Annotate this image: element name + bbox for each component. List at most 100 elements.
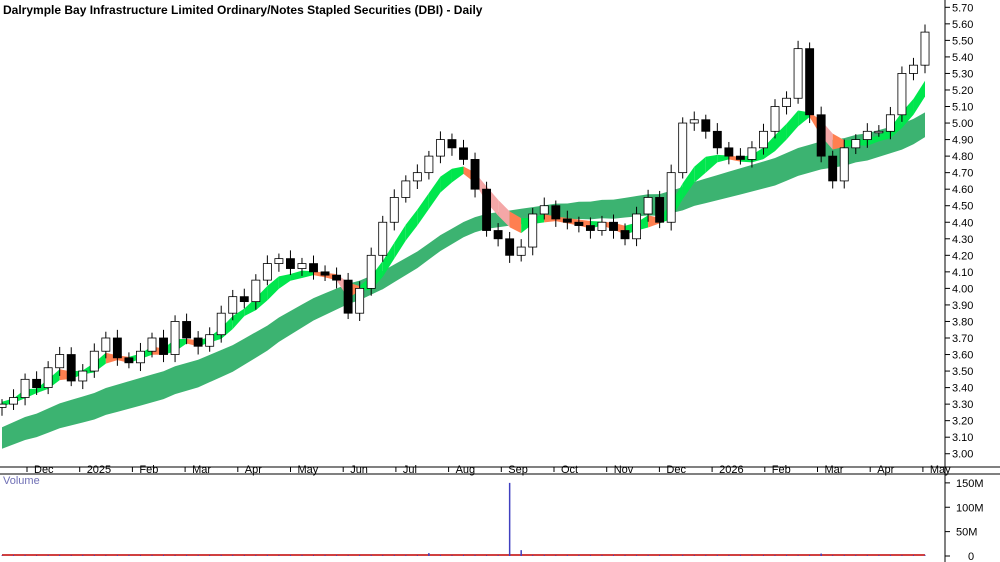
candle-body xyxy=(539,205,549,215)
candle-body xyxy=(747,147,757,160)
candle-body xyxy=(89,350,99,372)
price-candles xyxy=(0,24,930,416)
volume-axis: 150M 100M 50M 0 xyxy=(945,478,984,562)
candle-body xyxy=(528,213,538,248)
candle-body xyxy=(505,238,515,256)
short-band-segment xyxy=(832,133,845,150)
short-band-segment xyxy=(913,80,925,115)
candle-body xyxy=(32,378,42,388)
y-tick-label: 4.40 xyxy=(952,217,973,229)
y-tick-label: 5.40 xyxy=(952,52,973,64)
candle-body xyxy=(343,279,353,314)
short-band-segment xyxy=(405,209,418,241)
y-tick-label: 4.90 xyxy=(952,135,973,147)
candle-body xyxy=(828,155,838,182)
y-tick-label: 5.00 xyxy=(952,118,973,130)
short-band-segment xyxy=(682,166,695,200)
x-tick-label: Dec xyxy=(34,464,54,476)
volume-tick-label: 150M xyxy=(956,478,984,490)
candle-body xyxy=(205,334,215,347)
candle-body xyxy=(770,106,780,132)
volume-title: Volume xyxy=(3,475,40,487)
short-band-segment xyxy=(301,270,314,279)
short-band-segment xyxy=(498,199,510,228)
candle-body xyxy=(55,354,65,369)
candle-body xyxy=(262,263,272,281)
candle-body xyxy=(862,130,872,140)
y-tick-label: 3.50 xyxy=(952,366,973,378)
candle-body xyxy=(193,337,203,347)
date-axis: Dec 2025 Feb Mar Apr May Jun Jul Aug Sep Oct Nov Dec… xyxy=(26,464,951,476)
candle-body xyxy=(43,367,53,388)
candle-body xyxy=(782,97,791,107)
candle-body xyxy=(182,321,192,339)
candle-body xyxy=(735,155,745,160)
candle-body xyxy=(585,225,595,231)
candle-body xyxy=(839,147,849,182)
y-tick-label: 4.10 xyxy=(952,267,973,279)
candle-body xyxy=(20,378,30,398)
short-band-segment xyxy=(244,297,256,317)
candle-body xyxy=(805,48,815,116)
candle-body xyxy=(516,246,526,256)
candle-body xyxy=(239,296,249,303)
volume-tick-label: 50M xyxy=(956,527,977,539)
short-band-segment xyxy=(705,154,718,173)
y-tick-label: 5.30 xyxy=(952,68,973,80)
x-tick-label: Mar xyxy=(825,464,844,476)
y-tick-label: 3.10 xyxy=(952,432,973,444)
x-tick-label: Dec xyxy=(666,464,686,476)
short-band-segment xyxy=(382,242,395,277)
candle-body xyxy=(816,114,826,157)
chart-title: Dalrymple Bay Infrastructure Limited Ord… xyxy=(3,3,483,17)
x-tick-label: Mar xyxy=(192,464,211,476)
candle-body xyxy=(689,119,699,124)
candle-body xyxy=(562,218,572,223)
y-tick-label: 5.60 xyxy=(952,19,973,31)
candle-body xyxy=(724,147,734,157)
y-tick-label: 5.50 xyxy=(952,35,973,47)
candle-body xyxy=(66,354,76,382)
candle-body xyxy=(897,73,907,116)
long-band-area xyxy=(2,112,925,449)
candle-body xyxy=(320,271,330,276)
candle-body xyxy=(332,274,342,281)
short-band-segment xyxy=(440,168,452,193)
candle-body xyxy=(666,172,676,223)
candle-body xyxy=(920,31,930,66)
candle-body xyxy=(378,221,388,256)
candle-body xyxy=(159,337,168,355)
x-tick-label: Feb xyxy=(139,464,158,476)
candle-body xyxy=(285,258,295,269)
volume-tick-label: 100M xyxy=(956,502,984,514)
y-tick-label: 3.00 xyxy=(952,449,973,461)
x-tick-label: May xyxy=(930,464,951,476)
short-band-segment xyxy=(394,224,406,259)
candle-body xyxy=(366,254,376,289)
candle-body xyxy=(274,258,284,264)
y-tick-label: 4.00 xyxy=(952,283,973,295)
candle-body xyxy=(493,230,503,240)
candle-body xyxy=(655,197,665,223)
candle-body xyxy=(620,230,630,240)
candle-body xyxy=(251,279,261,303)
candle-body xyxy=(412,172,422,182)
short-band-segment xyxy=(786,110,799,140)
short-band-segment xyxy=(717,154,729,163)
y-tick-label: 3.60 xyxy=(952,350,973,362)
short-band-segment xyxy=(428,176,441,210)
candle-body xyxy=(124,357,134,364)
long-term-ma-band xyxy=(2,112,925,449)
candle-body xyxy=(712,130,722,149)
candle-body xyxy=(609,221,618,231)
short-band-segment xyxy=(290,270,302,281)
candle-body xyxy=(136,350,145,364)
y-tick-label: 4.20 xyxy=(952,250,973,262)
short-band-segment xyxy=(763,135,776,160)
candle-body xyxy=(355,287,365,314)
y-tick-label: 5.10 xyxy=(952,102,973,114)
candle-body xyxy=(216,312,226,336)
short-band-segment xyxy=(775,123,787,152)
candle-body xyxy=(389,197,399,223)
y-tick-label: 5.70 xyxy=(952,2,973,14)
